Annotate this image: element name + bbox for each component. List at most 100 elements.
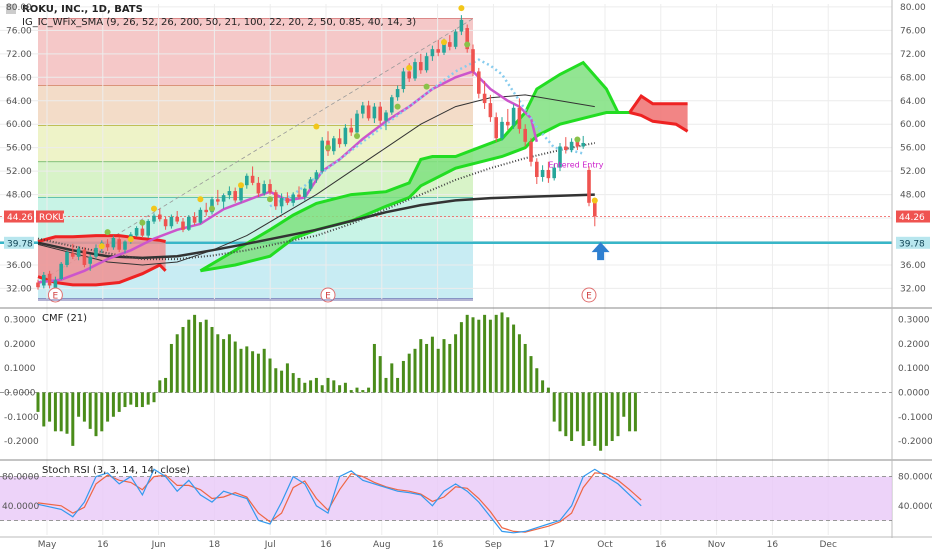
price-axis-tick: 52.00: [900, 167, 926, 177]
cmf-bar: [88, 392, 92, 429]
cmf-bar: [320, 385, 324, 393]
red-cloud-right-edge-bottom: [629, 111, 689, 133]
cmf-bar: [129, 392, 133, 405]
cmf-bar: [198, 322, 202, 393]
candle-body: [71, 253, 75, 257]
cmf-bar: [552, 392, 556, 422]
signal-dot-green: [139, 219, 146, 226]
candle-body: [297, 194, 301, 197]
candle-body: [366, 105, 371, 119]
price-axis-tick: 68.00: [900, 73, 926, 83]
cmf-bar: [633, 392, 637, 432]
candle-body: [198, 209, 203, 223]
earnings-marker-label: E: [586, 292, 592, 302]
candle-body: [569, 141, 574, 151]
price-axis-tick: 56.00: [900, 144, 926, 154]
candle-body: [279, 198, 284, 207]
cmf-bar: [610, 392, 614, 442]
level-tag-left: 39.78: [7, 239, 33, 249]
candle-body: [36, 282, 40, 288]
cmf-bar: [483, 314, 487, 393]
cmf-bar: [471, 317, 475, 393]
candle-body: [558, 146, 562, 168]
cmf-bar: [175, 334, 179, 393]
last-price-tag-bg: [896, 210, 930, 223]
price-axis-tick: 32.00: [900, 284, 926, 294]
cmf-bar: [459, 322, 463, 393]
cmf-bar: [541, 380, 545, 393]
cmf-bar: [343, 382, 347, 393]
time-axis-tick: 18: [209, 540, 221, 550]
candle-body: [123, 241, 127, 250]
candle-body: [250, 175, 255, 183]
cmf-bar: [77, 392, 81, 417]
candle-body: [361, 105, 365, 114]
signal-dot-yellow: [313, 123, 320, 130]
cmf-bar: [239, 348, 243, 393]
candle-body: [181, 221, 185, 230]
candle-body: [233, 191, 237, 201]
signal-dot-green: [209, 205, 215, 212]
signal-dot-green: [104, 229, 111, 236]
cmf-bar: [378, 356, 382, 393]
price-axis-tick: 48.00: [900, 191, 926, 201]
stoch-axis-tick-left: 40.0000: [2, 502, 39, 512]
cmf-bar: [558, 392, 562, 432]
level-tag: 39.78: [899, 239, 925, 249]
earnings-marker: [581, 287, 597, 303]
time-axis-tick: 16: [432, 540, 444, 550]
cmf-bar: [517, 334, 521, 393]
candle-body: [378, 106, 382, 121]
cmf-bar: [570, 392, 574, 442]
candle-body: [314, 172, 319, 180]
price-axis-tick-left: 36.00: [6, 261, 32, 271]
stoch-k-line: [37, 468, 642, 534]
cmf-bar: [587, 392, 591, 442]
level-tag-bg: [896, 236, 930, 249]
time-axis-tick: 17: [543, 540, 554, 550]
candle-body: [227, 191, 232, 196]
cmf-bar: [564, 392, 568, 437]
cmf-bar: [291, 373, 295, 393]
earnings-marker-label: E: [53, 292, 59, 302]
candle-body: [575, 141, 580, 147]
candle-body: [413, 62, 417, 79]
cmf-bar: [152, 392, 156, 403]
cmf-bar: [42, 392, 46, 427]
cmf-bar: [425, 343, 429, 393]
signal-dot-green: [423, 83, 430, 90]
candle-body: [372, 106, 377, 119]
cmf-bar: [309, 380, 313, 393]
cmf-axis-tick-left: 0.3000: [4, 316, 36, 326]
candle-body: [506, 121, 510, 126]
cmf-axis-tick: 0.3000: [898, 316, 930, 326]
cmf-bar: [117, 392, 121, 412]
green-cloud-fill: [200, 62, 630, 271]
cmf-bar: [367, 387, 371, 393]
red-cloud-edge-top: [37, 234, 166, 243]
price-axis-tick: 64.00: [900, 97, 926, 107]
last-price-tag-left: 44.26: [7, 213, 33, 223]
candle-body: [192, 216, 197, 223]
cmf-axis-tick: 0.1000: [898, 364, 930, 374]
cmf-bar: [285, 363, 289, 393]
cmf-axis-tick: -0.2000: [898, 437, 932, 447]
time-axis-tick: 16: [655, 540, 667, 550]
price-axis-tick-left: 60.00: [6, 120, 32, 130]
candle-body: [140, 228, 145, 236]
cmf-bar: [500, 312, 504, 393]
signal-dot-yellow: [441, 39, 447, 46]
candle-body: [303, 188, 307, 197]
cmf-bar: [210, 326, 214, 393]
time-axis-tick: Oct: [597, 540, 613, 550]
cmf-bar: [297, 377, 301, 393]
cmf-axis-tick: -0.1000: [898, 413, 932, 423]
candle-body: [65, 252, 69, 265]
candle-body: [395, 89, 400, 98]
cmf-bar: [349, 390, 353, 393]
candle-body: [500, 121, 504, 139]
cmf-bar: [94, 392, 98, 437]
cmf-bar: [442, 339, 446, 393]
signal-dot-green: [354, 132, 360, 139]
candle-body: [111, 237, 116, 248]
